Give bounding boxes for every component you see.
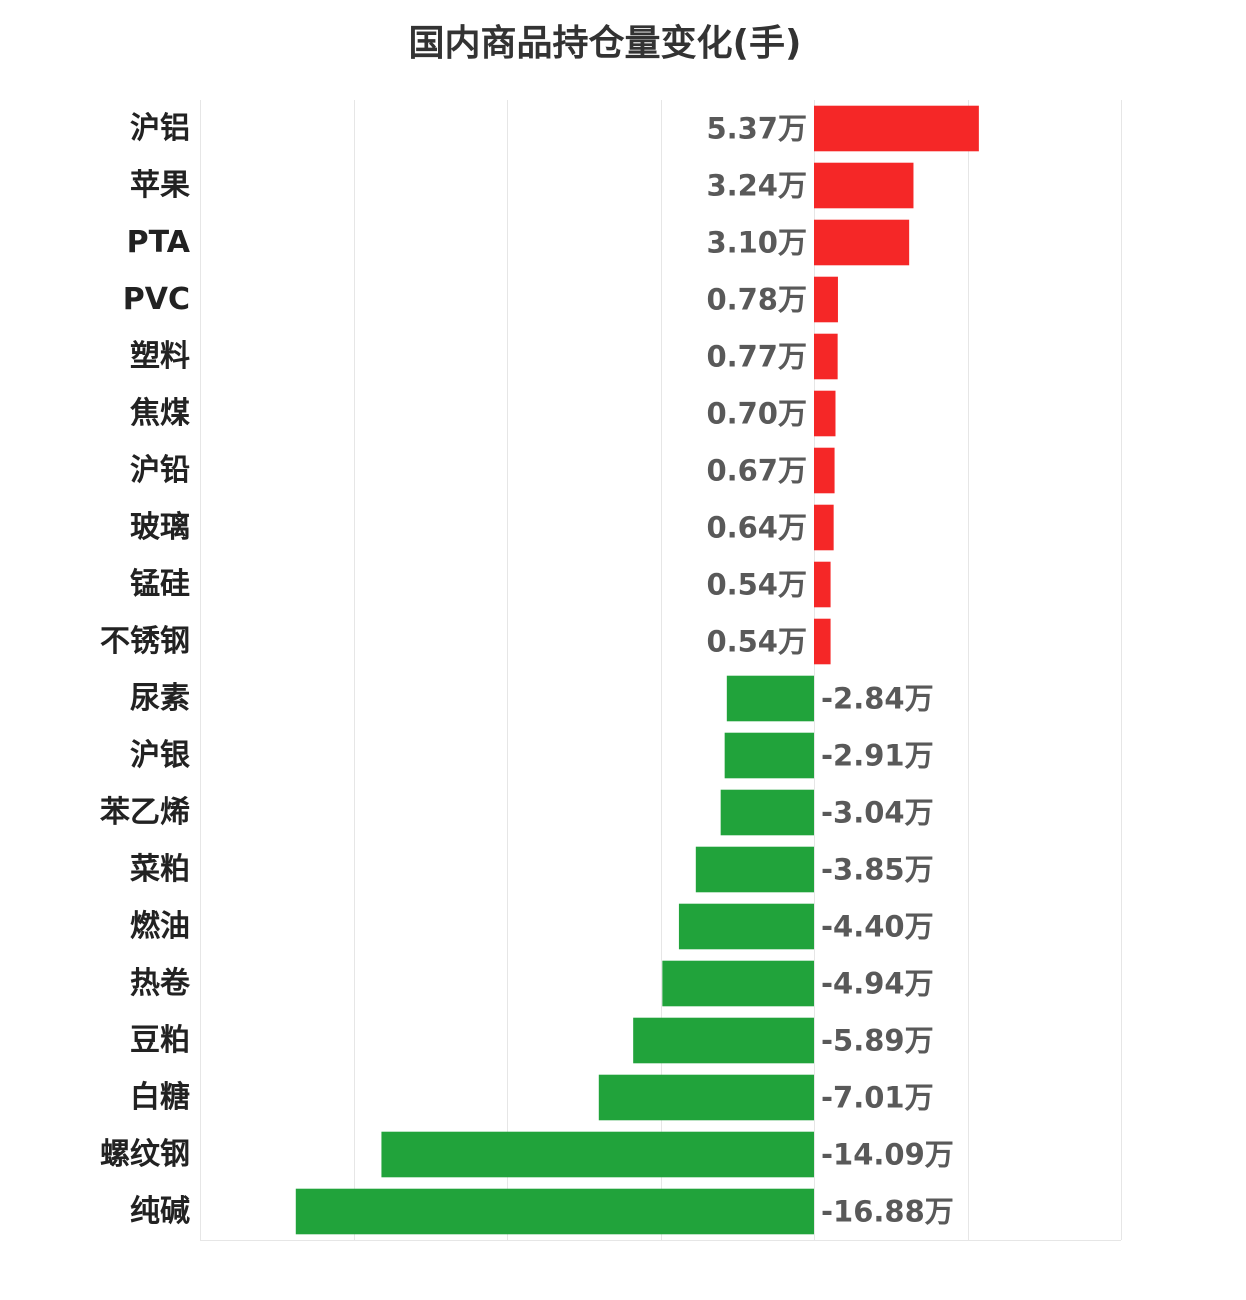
category-label: PTA: [127, 225, 191, 260]
category-label: 尿素: [130, 681, 190, 716]
category-label: 螺纹钢: [100, 1137, 190, 1172]
category-label: 焦煤: [130, 396, 190, 431]
category-label: PVC: [123, 282, 190, 317]
value-label: -14.09万: [821, 1138, 954, 1172]
value-label: -16.88万: [821, 1195, 954, 1229]
value-label: 5.37万: [706, 112, 807, 146]
category-label: 菜粕: [130, 852, 190, 887]
value-label: 0.70万: [706, 397, 807, 431]
category-label: 白糖: [130, 1080, 190, 1115]
category-label: 沪铅: [130, 453, 190, 488]
bar-4: [814, 333, 838, 380]
value-label: -4.94万: [821, 967, 934, 1001]
chart-title: 国内商品持仓量变化(手): [408, 23, 802, 64]
category-label: 不锈钢: [100, 624, 190, 659]
bar-7: [814, 504, 834, 551]
bar-16: [633, 1017, 814, 1064]
bar-6: [814, 447, 835, 494]
bar-14: [678, 903, 814, 950]
bar-19: [295, 1188, 814, 1235]
bar-9: [814, 618, 831, 665]
bars: [295, 105, 979, 1235]
category-label: 沪银: [130, 738, 190, 773]
value-label: -7.01万: [821, 1081, 934, 1115]
bar-18: [381, 1131, 814, 1178]
value-label: 0.64万: [706, 511, 807, 545]
value-label: 3.10万: [706, 226, 807, 260]
bar-15: [662, 960, 814, 1007]
value-label: 0.67万: [706, 454, 807, 488]
bar-8: [814, 561, 831, 608]
category-label: 塑料: [130, 339, 190, 374]
value-label: -3.85万: [821, 853, 934, 887]
bar-17: [598, 1074, 814, 1121]
category-label: 苯乙烯: [100, 795, 190, 830]
value-label: 3.24万: [706, 169, 807, 203]
bar-0: [814, 105, 979, 152]
category-label: 热卷: [130, 966, 191, 1001]
value-label: -3.04万: [821, 796, 934, 830]
category-label: 锰硅: [130, 567, 190, 602]
value-label: 0.78万: [706, 283, 807, 317]
bar-11: [724, 732, 814, 779]
value-label: 0.54万: [706, 625, 807, 659]
value-label: 0.77万: [706, 340, 807, 374]
category-label: 苹果: [130, 168, 190, 203]
bar-5: [814, 390, 836, 437]
bar-1: [814, 162, 914, 209]
category-label: 玻璃: [130, 510, 190, 545]
bar-12: [720, 789, 814, 836]
value-label: -2.84万: [821, 682, 934, 716]
value-label: -2.91万: [821, 739, 934, 773]
value-label: 0.54万: [706, 568, 807, 602]
category-label: 燃油: [130, 909, 190, 944]
category-label: 沪铝: [130, 111, 190, 146]
value-label: -4.40万: [821, 910, 934, 944]
grid-lines: [200, 100, 1122, 1241]
bar-10: [726, 675, 814, 722]
bar-2: [814, 219, 910, 266]
bar-3: [814, 276, 838, 323]
category-label: 纯碱: [130, 1194, 190, 1229]
value-label: -5.89万: [821, 1024, 934, 1058]
bar-13: [695, 846, 814, 893]
category-label: 豆粕: [130, 1023, 190, 1058]
